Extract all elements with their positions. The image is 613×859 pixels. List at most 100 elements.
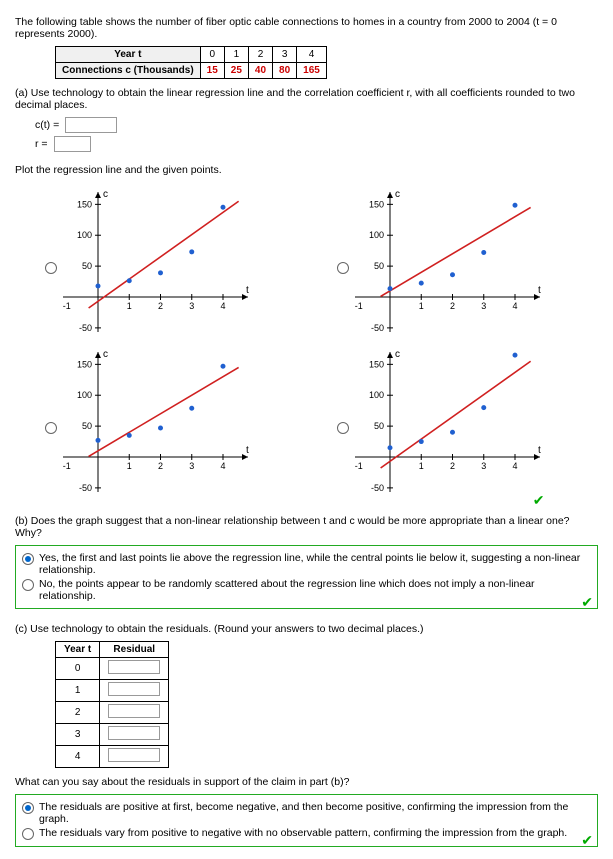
rowhead-conn: Connections c (Thousands) (56, 63, 201, 79)
rowhead-year: Year t (56, 47, 201, 63)
svg-text:150: 150 (368, 359, 383, 369)
radio-c1[interactable] (22, 802, 34, 814)
plot-option[interactable]: 50100150-501234-1ct (45, 182, 307, 332)
year-cell: 1 (224, 47, 248, 63)
svg-text:100: 100 (77, 230, 92, 240)
svg-text:-1: -1 (63, 301, 71, 311)
year-cell: 0 (200, 47, 224, 63)
svg-text:c: c (395, 189, 400, 200)
svg-text:150: 150 (77, 199, 92, 209)
svg-text:3: 3 (481, 461, 486, 471)
svg-text:2: 2 (158, 301, 163, 311)
ct-input[interactable] (65, 117, 117, 133)
svg-text:3: 3 (189, 301, 194, 311)
resid-year: 4 (56, 746, 100, 768)
check-icon: ✔ (581, 832, 593, 849)
r-label: r = (35, 138, 48, 150)
svg-text:c: c (395, 349, 400, 360)
opt-c2: The residuals vary from positive to nega… (39, 827, 567, 839)
part-b-question: (b) Does the graph suggest that a non-li… (15, 515, 598, 539)
svg-text:2: 2 (449, 301, 454, 311)
plot-radio[interactable] (45, 422, 57, 434)
resid-input[interactable] (108, 704, 160, 718)
val-cell: 15 (200, 63, 224, 79)
scatter-plot: 50 100 150 -50 1 2 3 4 -1 c t (355, 182, 555, 332)
resid-h1: Year t (56, 642, 100, 658)
svg-text:2: 2 (449, 461, 454, 471)
val-cell: 165 (297, 63, 327, 79)
plot-option[interactable]: 50 100 150 -50 1 2 3 4 -1 c t ✔ (337, 342, 599, 509)
ct-label: c(t) = (35, 119, 59, 131)
val-cell: 80 (273, 63, 297, 79)
plot-radio[interactable] (337, 262, 349, 274)
plot-instruction: Plot the regression line and the given p… (15, 164, 598, 176)
svg-text:100: 100 (368, 390, 383, 400)
svg-text:-50: -50 (370, 323, 383, 332)
plot-radio[interactable] (45, 262, 57, 274)
radio-b2[interactable] (22, 579, 34, 591)
opt-b1: Yes, the first and last points lie above… (39, 552, 591, 576)
svg-text:4: 4 (512, 301, 517, 311)
part-b-options: Yes, the first and last points lie above… (15, 545, 598, 609)
svg-text:1: 1 (127, 301, 132, 311)
resid-year: 1 (56, 680, 100, 702)
resid-year: 2 (56, 702, 100, 724)
svg-text:100: 100 (77, 390, 92, 400)
check-icon: ✔ (581, 594, 593, 611)
radio-b1[interactable] (22, 553, 34, 565)
residual-table: Year tResidual 0 1 2 3 4 (55, 641, 169, 768)
data-table: Year t 0 1 2 3 4 Connections c (Thousand… (55, 46, 327, 79)
plot-radio[interactable] (337, 422, 349, 434)
svg-text:-1: -1 (355, 301, 363, 311)
svg-text:2: 2 (158, 461, 163, 471)
plot-choices: 50100150-501234-1ct50100150-501234-1ct50… (45, 182, 598, 509)
svg-text:1: 1 (127, 461, 132, 471)
svg-text:4: 4 (220, 461, 225, 471)
svg-text:150: 150 (368, 199, 383, 209)
resid-input[interactable] (108, 682, 160, 696)
svg-text:1: 1 (418, 301, 423, 311)
svg-text:-1: -1 (355, 461, 363, 471)
plot-option[interactable]: 50100150-501234-1ct (45, 342, 307, 509)
scatter-plot: 50100150-501234-1ct (63, 342, 263, 492)
part-c-options: The residuals are positive at first, bec… (15, 794, 598, 847)
svg-text:4: 4 (512, 461, 517, 471)
resid-year: 0 (56, 658, 100, 680)
svg-text:t: t (246, 445, 249, 456)
resid-input[interactable] (108, 748, 160, 762)
val-cell: 25 (224, 63, 248, 79)
svg-text:50: 50 (373, 261, 383, 271)
opt-b2: No, the points appear to be randomly sca… (39, 578, 591, 602)
svg-text:-50: -50 (370, 483, 383, 492)
svg-text:50: 50 (373, 421, 383, 431)
svg-text:t: t (538, 285, 541, 296)
svg-text:50: 50 (82, 421, 92, 431)
opt-c1: The residuals are positive at first, bec… (39, 801, 591, 825)
svg-text:4: 4 (220, 301, 225, 311)
year-cell: 2 (248, 47, 272, 63)
svg-text:-50: -50 (79, 483, 92, 492)
resid-year: 3 (56, 724, 100, 746)
year-cell: 4 (297, 47, 327, 63)
svg-text:100: 100 (368, 230, 383, 240)
svg-text:-1: -1 (63, 461, 71, 471)
intro-text: The following table shows the number of … (15, 16, 598, 40)
svg-text:t: t (538, 445, 541, 456)
check-icon: ✔ (345, 492, 545, 509)
part-a-text: (a) Use technology to obtain the linear … (15, 87, 598, 111)
r-input[interactable] (54, 136, 91, 152)
svg-text:50: 50 (82, 261, 92, 271)
svg-text:3: 3 (481, 301, 486, 311)
plot-option[interactable]: 50 100 150 -50 1 2 3 4 -1 c t (337, 182, 599, 332)
part-c-question: (c) Use technology to obtain the residua… (15, 623, 598, 635)
svg-text:1: 1 (418, 461, 423, 471)
year-cell: 3 (273, 47, 297, 63)
radio-c2[interactable] (22, 828, 34, 840)
val-cell: 40 (248, 63, 272, 79)
svg-text:3: 3 (189, 461, 194, 471)
scatter-plot: 50100150-501234-1ct (63, 182, 263, 332)
svg-text:c: c (103, 349, 108, 360)
resid-input[interactable] (108, 726, 160, 740)
resid-input[interactable] (108, 660, 160, 674)
svg-text:-50: -50 (79, 323, 92, 332)
